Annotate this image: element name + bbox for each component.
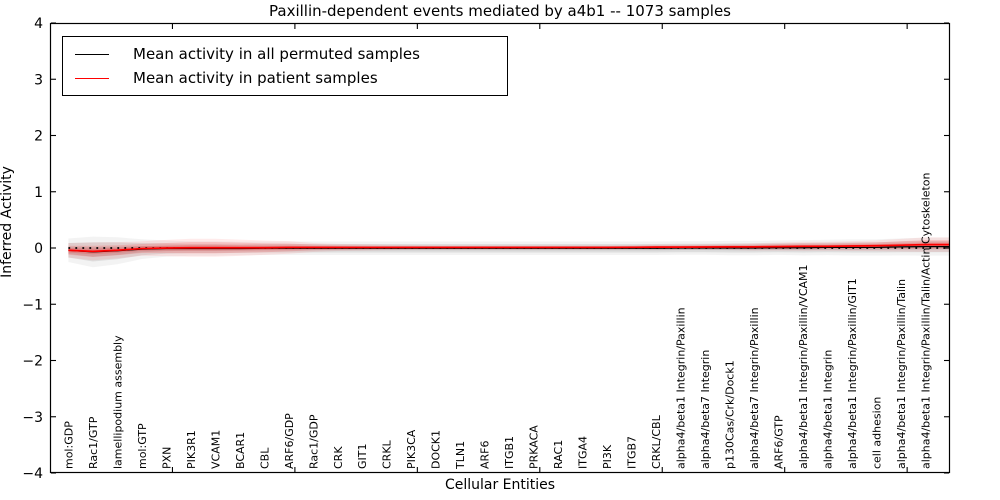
x-category-label: ITGB7 bbox=[626, 436, 639, 469]
x-category-label: CRKL bbox=[381, 439, 394, 469]
x-category-label: mol:GDP bbox=[62, 421, 75, 469]
x-category-label: ARF6/GDP bbox=[283, 413, 296, 469]
x-category-label: CRKL/CBL bbox=[650, 414, 663, 469]
y-tick-label: −2 bbox=[22, 354, 43, 370]
y-tick-label: 4 bbox=[34, 16, 43, 32]
x-category-label: Rac1/GDP bbox=[307, 414, 320, 469]
x-category-label: lamellipodium assembly bbox=[111, 335, 124, 469]
x-category-label: RAC1 bbox=[552, 440, 565, 469]
x-category-label: GIT1 bbox=[356, 444, 369, 470]
black-line-sample-icon bbox=[75, 53, 109, 55]
y-tick-label: −1 bbox=[22, 297, 43, 313]
y-tick-label: 2 bbox=[34, 129, 43, 145]
x-category-label: p130Cas/Crk/Dock1 bbox=[724, 360, 737, 469]
std-band-permuted bbox=[68, 236, 950, 268]
y-tick-label: 0 bbox=[34, 241, 43, 257]
y-tick-label: 1 bbox=[34, 185, 43, 201]
legend: Mean activity in all permuted samples Me… bbox=[62, 36, 508, 96]
x-category-label: ITGA4 bbox=[577, 436, 590, 469]
x-category-label: BCAR1 bbox=[234, 432, 247, 469]
plot-spines bbox=[49, 22, 951, 474]
x-category-label: PXN bbox=[160, 447, 173, 469]
chart-title: Paxillin-dependent events mediated by a4… bbox=[269, 2, 731, 20]
x-category-label: ARF6/GTP bbox=[773, 415, 786, 469]
std-band-patient bbox=[68, 237, 950, 261]
x-category-label: mol:GTP bbox=[136, 423, 149, 469]
red-line-sample-icon bbox=[75, 77, 109, 79]
x-category-label: alpha4/beta7 Integrin bbox=[699, 350, 712, 469]
x-category-label: PIK3R1 bbox=[185, 430, 198, 469]
x-category-label: PRKACA bbox=[528, 425, 541, 469]
x-category-label: alpha4/beta1 Integrin bbox=[822, 350, 835, 469]
legend-entry-patient: Mean activity in patient samples bbox=[75, 70, 507, 87]
legend-label-permuted: Mean activity in all permuted samples bbox=[133, 44, 420, 63]
y-tick-label: −4 bbox=[22, 466, 43, 482]
x-category-label: CRK bbox=[332, 446, 345, 469]
y-tick-label: −3 bbox=[22, 410, 43, 426]
mean-line-patient bbox=[68, 243, 950, 253]
data-layer bbox=[68, 236, 950, 268]
x-category-label: alpha4/beta1 Integrin/Paxillin/GIT1 bbox=[846, 278, 859, 469]
x-category-label: cell adhesion bbox=[871, 397, 884, 469]
x-axis-label: Cellular Entities bbox=[444, 477, 556, 493]
x-category-label: alpha4/beta1 Integrin/Paxillin/Talin/Act… bbox=[920, 172, 933, 469]
x-category-label: PIK3CA bbox=[405, 429, 418, 469]
x-category-label: CBL bbox=[258, 447, 271, 469]
x-category-label: alpha4/beta1 Integrin/Paxillin bbox=[675, 307, 688, 469]
legend-label-patient: Mean activity in patient samples bbox=[133, 68, 378, 87]
x-category-label: alpha4/beta1 Integrin/Paxillin/Talin bbox=[895, 279, 908, 469]
x-category-label: Rac1/GTP bbox=[87, 416, 100, 469]
x-category-label: alpha4/beta7 Integrin/Paxillin bbox=[748, 307, 761, 469]
legend-entry-permuted: Mean activity in all permuted samples bbox=[75, 46, 507, 63]
x-category-label: ARF6 bbox=[479, 441, 492, 469]
x-category-label: VCAM1 bbox=[209, 430, 222, 469]
x-category-label: DOCK1 bbox=[430, 430, 443, 469]
y-tick-label: 3 bbox=[34, 72, 43, 88]
x-category-label: alpha4/beta1 Integrin/Paxillin/VCAM1 bbox=[797, 264, 810, 469]
x-category-label: TLN1 bbox=[454, 441, 467, 470]
x-category-label: PI3K bbox=[601, 444, 614, 469]
x-category-label: ITGB1 bbox=[503, 436, 516, 469]
